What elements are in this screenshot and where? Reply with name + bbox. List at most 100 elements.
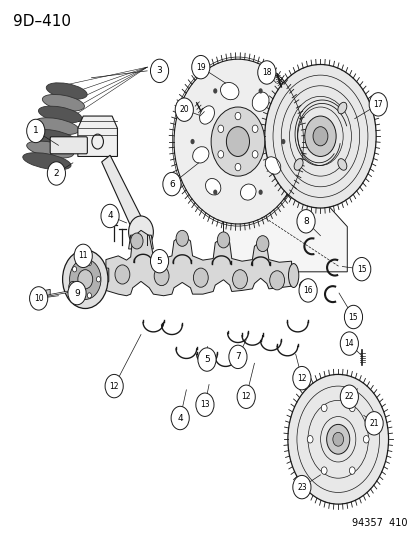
Text: 6: 6 [169,180,174,189]
Text: 15: 15 [348,312,357,321]
Circle shape [193,268,208,287]
Circle shape [252,151,257,158]
Ellipse shape [265,157,280,174]
Polygon shape [78,116,117,157]
Text: 9D–410: 9D–410 [13,14,71,29]
Circle shape [363,435,368,443]
Text: 12: 12 [241,392,250,401]
Ellipse shape [262,267,278,282]
Circle shape [128,216,153,248]
Polygon shape [128,235,153,249]
Text: 23: 23 [297,482,306,491]
Text: 7: 7 [235,352,240,361]
Text: 16: 16 [303,286,312,295]
Circle shape [292,367,310,390]
Circle shape [217,125,223,133]
Ellipse shape [182,264,202,280]
Circle shape [280,139,285,144]
Ellipse shape [252,92,268,111]
Circle shape [190,139,194,144]
Circle shape [26,119,45,143]
Circle shape [339,332,358,356]
Circle shape [226,127,249,157]
Circle shape [69,281,77,292]
Text: 10: 10 [34,294,43,303]
Text: 1: 1 [33,126,38,135]
Circle shape [252,125,257,133]
Circle shape [344,305,362,329]
Text: 20: 20 [179,105,189,114]
Circle shape [352,257,370,281]
Circle shape [105,374,123,398]
Text: 8: 8 [302,217,308,226]
Circle shape [217,151,223,158]
Ellipse shape [46,83,87,99]
FancyBboxPatch shape [50,137,87,154]
Circle shape [47,162,65,185]
Ellipse shape [38,106,82,123]
Circle shape [96,277,100,282]
Circle shape [339,385,358,408]
Circle shape [162,172,180,196]
Circle shape [320,467,326,474]
Ellipse shape [337,159,346,170]
Ellipse shape [293,159,302,170]
Circle shape [306,435,312,443]
Ellipse shape [192,147,209,163]
Circle shape [326,424,349,454]
Circle shape [287,374,388,504]
Circle shape [264,64,375,208]
Circle shape [292,475,310,499]
Circle shape [304,116,335,157]
Circle shape [115,265,130,284]
Circle shape [87,293,91,298]
Text: 22: 22 [344,392,353,401]
Circle shape [298,279,316,302]
Circle shape [176,230,188,246]
Circle shape [87,261,91,266]
Circle shape [235,164,240,171]
Ellipse shape [221,265,242,281]
Circle shape [217,232,229,248]
Polygon shape [42,289,50,296]
Text: 11: 11 [78,252,88,260]
Ellipse shape [42,94,84,111]
Ellipse shape [288,264,298,287]
Text: 94357  410: 94357 410 [351,518,406,528]
Circle shape [258,190,262,195]
Circle shape [195,393,214,416]
Circle shape [154,266,169,286]
Text: 15: 15 [356,265,366,273]
Ellipse shape [205,179,220,195]
Circle shape [235,112,240,120]
Circle shape [211,107,264,176]
Circle shape [131,233,143,249]
Circle shape [349,467,354,474]
Text: 21: 21 [368,419,378,428]
Text: 18: 18 [261,68,271,77]
Circle shape [72,266,76,272]
Circle shape [228,345,247,368]
Circle shape [320,404,326,411]
Ellipse shape [26,141,74,158]
Text: 13: 13 [199,400,209,409]
Circle shape [232,270,247,289]
Circle shape [175,98,193,122]
Ellipse shape [31,130,76,146]
Circle shape [332,432,343,446]
Ellipse shape [118,261,139,277]
Circle shape [312,127,327,146]
Text: 4: 4 [177,414,183,423]
Ellipse shape [199,106,214,124]
Text: 14: 14 [344,339,353,348]
Circle shape [173,59,301,224]
Ellipse shape [299,280,312,292]
Circle shape [258,88,262,94]
Text: 2: 2 [53,169,59,178]
Circle shape [237,385,255,408]
Circle shape [171,406,189,430]
Circle shape [257,61,275,84]
Text: 12: 12 [297,374,306,383]
Ellipse shape [34,118,79,134]
Ellipse shape [337,102,346,114]
